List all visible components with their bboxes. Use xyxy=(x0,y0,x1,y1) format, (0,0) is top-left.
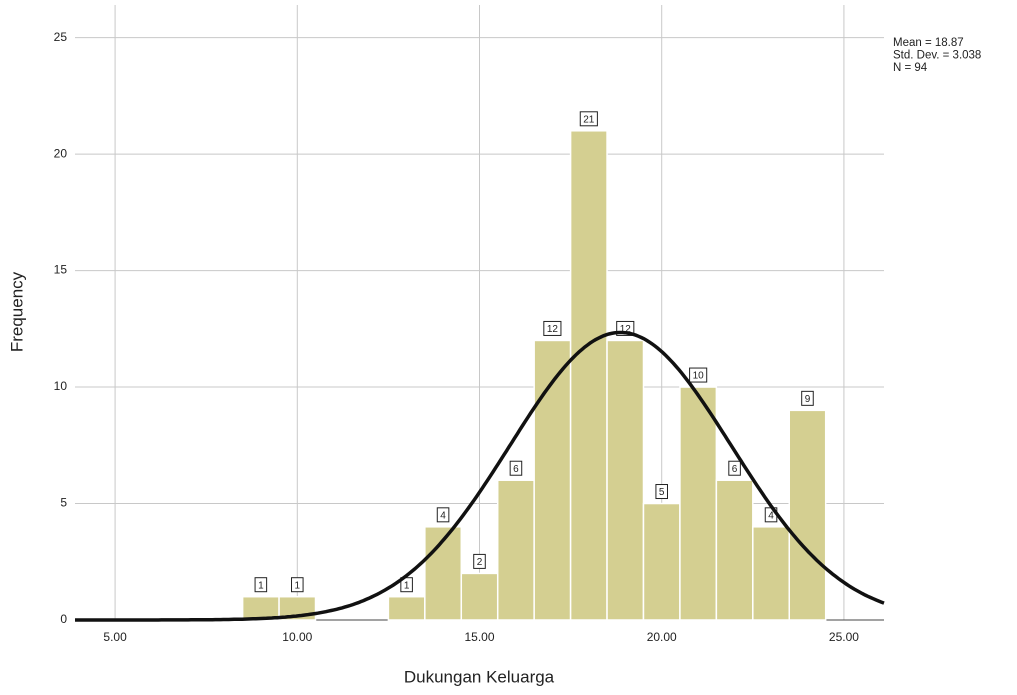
bar xyxy=(388,597,424,620)
value-label: 12 xyxy=(547,324,559,335)
value-label: 4 xyxy=(768,510,774,521)
value-label: 21 xyxy=(583,114,595,125)
stat-label: Mean = 18.87 xyxy=(893,37,964,49)
value-label: 9 xyxy=(805,394,811,405)
bar xyxy=(571,131,607,620)
bar xyxy=(461,573,497,620)
x-tick-label: 5.00 xyxy=(103,630,127,644)
bar xyxy=(643,504,679,620)
x-axis-title: Dukungan Keluarga xyxy=(404,667,555,686)
y-tick-label: 10 xyxy=(54,379,68,393)
value-label: 1 xyxy=(404,580,410,591)
x-tick-label: 10.00 xyxy=(282,630,312,644)
value-label: 2 xyxy=(477,557,483,568)
bar xyxy=(607,340,643,620)
y-tick-label: 5 xyxy=(60,496,67,510)
y-tick-label: 20 xyxy=(54,146,68,160)
y-axis-title: Frequency xyxy=(7,271,26,352)
x-tick-label: 20.00 xyxy=(647,630,677,644)
value-label: 5 xyxy=(659,487,665,498)
bar xyxy=(753,527,789,620)
value-label: 6 xyxy=(732,464,738,475)
value-label: 10 xyxy=(693,371,705,382)
y-tick-label: 15 xyxy=(54,263,68,277)
bar xyxy=(716,480,752,620)
y-tick-label: 25 xyxy=(54,30,68,44)
value-label: 6 xyxy=(513,464,519,475)
value-label: 1 xyxy=(295,580,301,591)
x-tick-label: 15.00 xyxy=(464,630,494,644)
y-tick-label: 0 xyxy=(60,612,67,626)
bar xyxy=(789,410,825,620)
bar xyxy=(498,480,534,620)
stat-label: Std. Dev. = 3.038 xyxy=(893,50,981,62)
bar xyxy=(680,387,716,620)
value-label: 1 xyxy=(258,580,264,591)
chart: Dukungan Keluarga Frequency 05101520255.… xyxy=(0,0,1017,695)
value-label: 4 xyxy=(440,510,446,521)
stat-label: N = 94 xyxy=(893,62,928,74)
x-tick-label: 25.00 xyxy=(829,630,859,644)
